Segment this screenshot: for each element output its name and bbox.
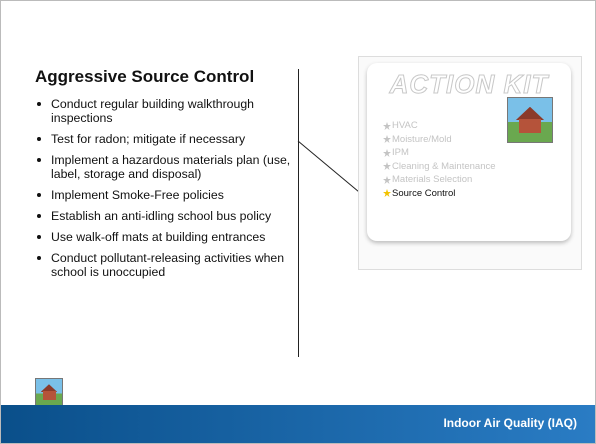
- star-icon: [383, 176, 391, 184]
- footer-bar: Indoor Air Quality (IAQ): [1, 405, 595, 443]
- action-kit-item-text: Source Control: [392, 187, 455, 201]
- action-kit-item: HVAC: [383, 119, 496, 133]
- action-kit-item: Moisture/Mold: [383, 133, 496, 147]
- action-kit-item-text: IPM: [392, 146, 409, 160]
- star-icon: [383, 189, 391, 197]
- star-icon: [383, 149, 391, 157]
- action-kit-item: Cleaning & Maintenance: [383, 160, 496, 174]
- page: Aggressive Source Control Conduct regula…: [0, 0, 596, 444]
- action-kit-title: ACTION KIT: [367, 69, 571, 100]
- star-icon: [383, 122, 391, 130]
- slide: Aggressive Source Control Conduct regula…: [0, 0, 596, 444]
- star-icon: [383, 162, 391, 170]
- logo-icon: [35, 378, 63, 406]
- action-kit-item-text: Moisture/Mold: [392, 133, 452, 147]
- action-kit-item: Materials Selection: [383, 173, 496, 187]
- action-kit-item-text: HVAC: [392, 119, 418, 133]
- action-kit-item: IPM: [383, 146, 496, 160]
- footer-text: Indoor Air Quality (IAQ): [443, 416, 577, 430]
- action-kit-item: Source Control: [383, 187, 496, 201]
- kit-icon: [507, 97, 553, 143]
- action-kit-item-text: Materials Selection: [392, 173, 472, 187]
- action-kit-item-text: Cleaning & Maintenance: [392, 160, 496, 174]
- star-icon: [383, 135, 391, 143]
